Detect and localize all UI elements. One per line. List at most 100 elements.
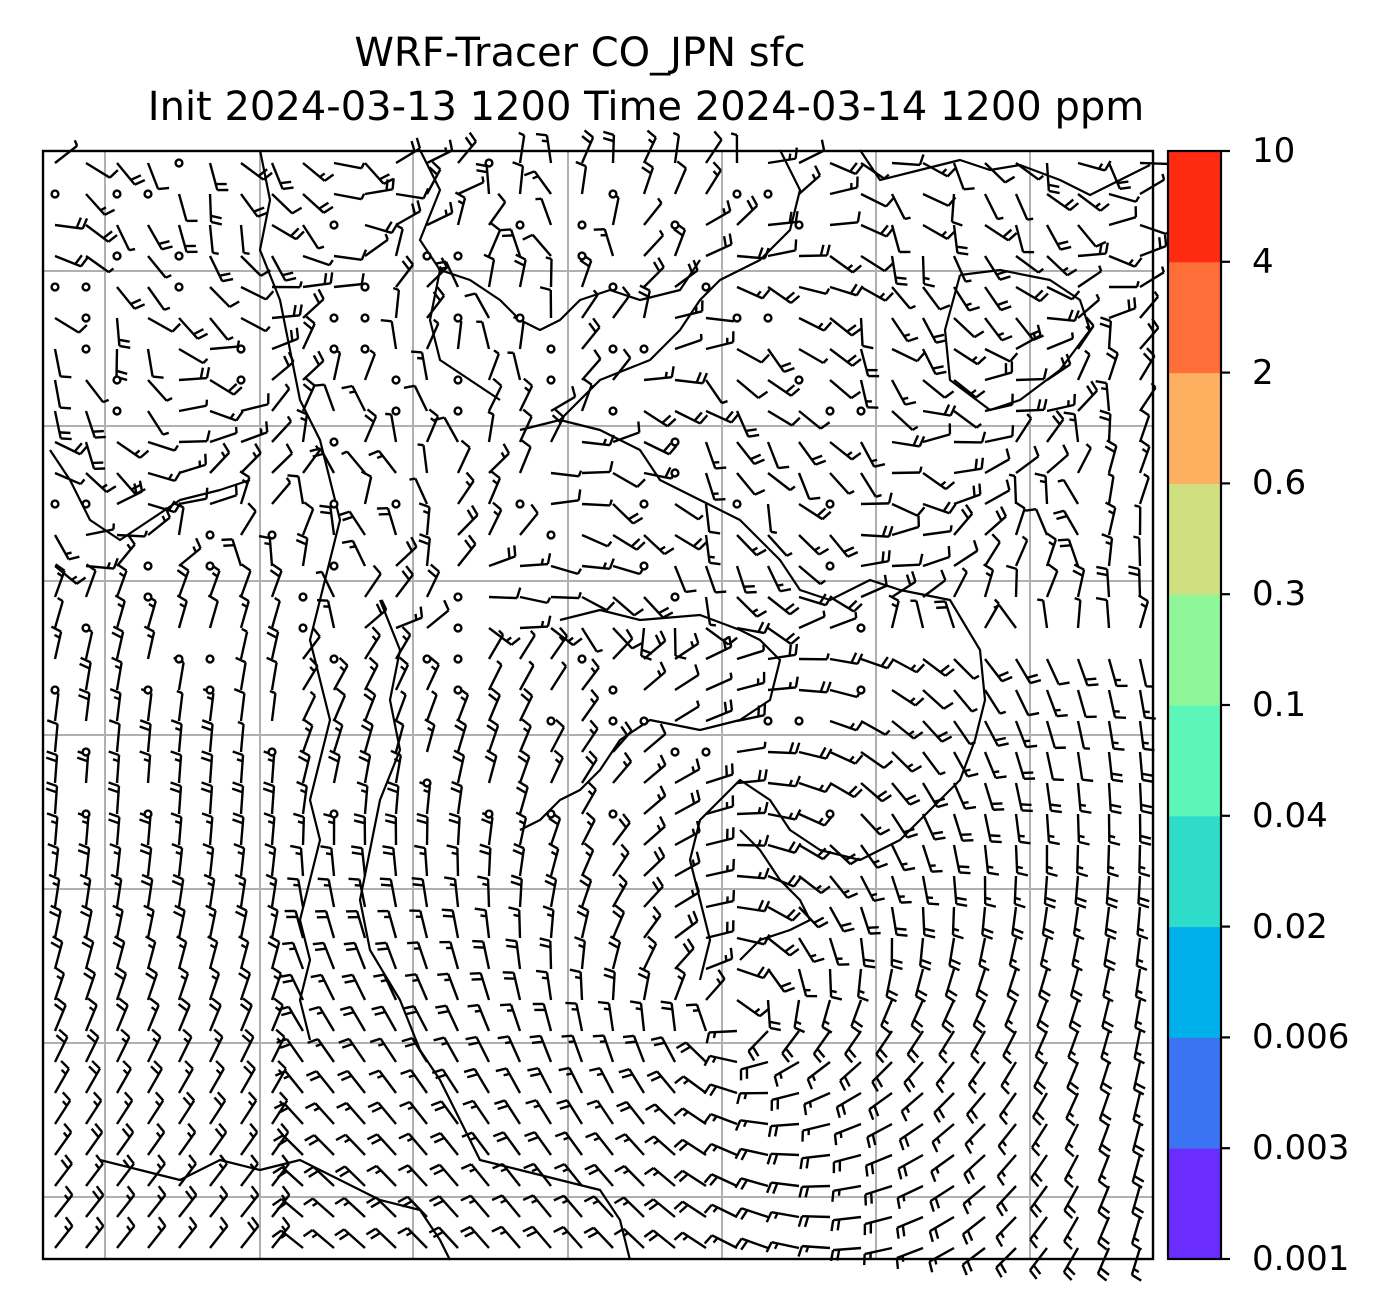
wind-barb [147,471,176,483]
wind-barb [674,409,701,425]
wind-barb-flag [635,1007,642,1011]
wind-barb [1107,413,1112,443]
wind-barb-flag [813,957,825,964]
wind-barb-flag [95,1225,101,1232]
wind-barb [562,1226,583,1249]
wind-barb [998,1092,1017,1117]
wind-barb-flag [289,227,300,237]
wind-barb-flag [1063,1209,1074,1220]
wind-barb-flag [1099,322,1111,329]
title-line-1: WRF-Tracer CO_JPN sfc [354,30,806,76]
wind-barb [705,805,734,816]
wind-barb-flag [722,235,728,248]
wind-barb [301,665,319,691]
wind-barb-flag [909,798,921,806]
calm-marker [515,220,525,230]
wind-barb-flag [1098,265,1103,272]
wind-barb-flag [1096,571,1108,577]
wind-barb-flag [1018,834,1025,838]
wind-barb-flag [657,762,662,770]
wind-barb-flag [1163,234,1168,247]
wind-barb-flag [240,563,252,572]
calm-marker [546,716,556,726]
wind-barb-flag [522,233,534,241]
wind-barb [1138,446,1151,474]
wind-barb-flag [916,989,928,997]
wind-barb [501,1194,521,1218]
wind-barb-flag [515,786,527,795]
wind-barb-flag [162,431,170,436]
wind-barb-flag [906,1053,916,1064]
wind-barb-flag [569,968,581,974]
wind-barb-flag [343,941,355,946]
wind-barb [705,209,731,227]
wind-barb-flag [401,570,411,581]
wind-barb [921,875,930,904]
wind-barb [456,694,470,722]
wind-barb [208,570,221,598]
wind-barb-flag [1106,896,1119,903]
wind-barb [1074,875,1080,904]
wind-barb [798,781,826,794]
wind-barb [208,224,214,253]
wind-barb-flag [708,555,715,559]
wind-barb [829,616,857,630]
wind-barb [270,816,276,846]
wind-barb-flag [966,1260,973,1272]
wind-barb [856,968,863,997]
wind-barb-flag [411,203,417,215]
wind-barb [239,910,248,939]
wind-barb-flag [80,256,89,268]
wind-barb-flag [125,1122,135,1133]
colorbar-ticks [1221,149,1230,1261]
wind-barb [443,416,460,443]
wind-barb [394,724,405,753]
wind-barb-flag [751,608,759,614]
wind-barb-flag [78,324,88,334]
wind-barb-flag [52,881,59,887]
wind-barb-flag [650,1036,663,1041]
wind-barb-flag [891,964,903,971]
wind-barb-flag [283,1074,290,1080]
wind-barb [711,1173,738,1188]
wind-barb-flag [805,1157,810,1169]
wind-barb-flag [433,1136,445,1144]
wind-barb-flag [1065,1117,1076,1127]
wind-barb-flag [856,211,861,223]
wind-barb-flag [729,947,734,959]
wind-barb-flag [993,598,1000,605]
wind-barb-flag [1099,1236,1110,1245]
wind-barb [1004,999,1018,1027]
wind-barb-flag [175,850,182,856]
wind-barb [705,243,733,258]
wind-barb-flag [906,763,914,769]
wind-barb-flag [587,781,597,791]
wind-barb [983,813,992,842]
wind-barb [673,973,687,1001]
wind-barb [674,947,695,970]
wind-barb-flag [353,813,365,819]
wind-barb-flag [332,718,344,727]
wind-barb-flag [850,390,862,400]
wind-barb-flag [546,615,552,627]
wind-barb-flag [147,966,158,975]
wind-barb-flag [910,1024,921,1034]
wind-barb-flag [108,812,120,819]
wind-barb-flag [384,233,389,241]
wind-barb-flag [312,452,324,458]
wind-barb-flag [594,1104,602,1109]
wind-barb-flag [715,466,727,470]
wind-barb-flag [820,885,831,895]
wind-barb-flag [773,1075,779,1087]
wind-barb-flag [620,843,630,854]
wind-barb [1045,782,1053,811]
wind-barb-flag [265,290,275,301]
wind-barb-flag [382,845,394,850]
wind-barb-flag [949,958,961,966]
wind-barb-flag [126,543,132,550]
wind-barb-flag [1103,1020,1115,1028]
wind-barb-flag [1132,1119,1144,1127]
calm-marker [143,592,153,602]
wind-barb-flag [253,206,265,213]
wind-barb-flag [946,167,957,178]
